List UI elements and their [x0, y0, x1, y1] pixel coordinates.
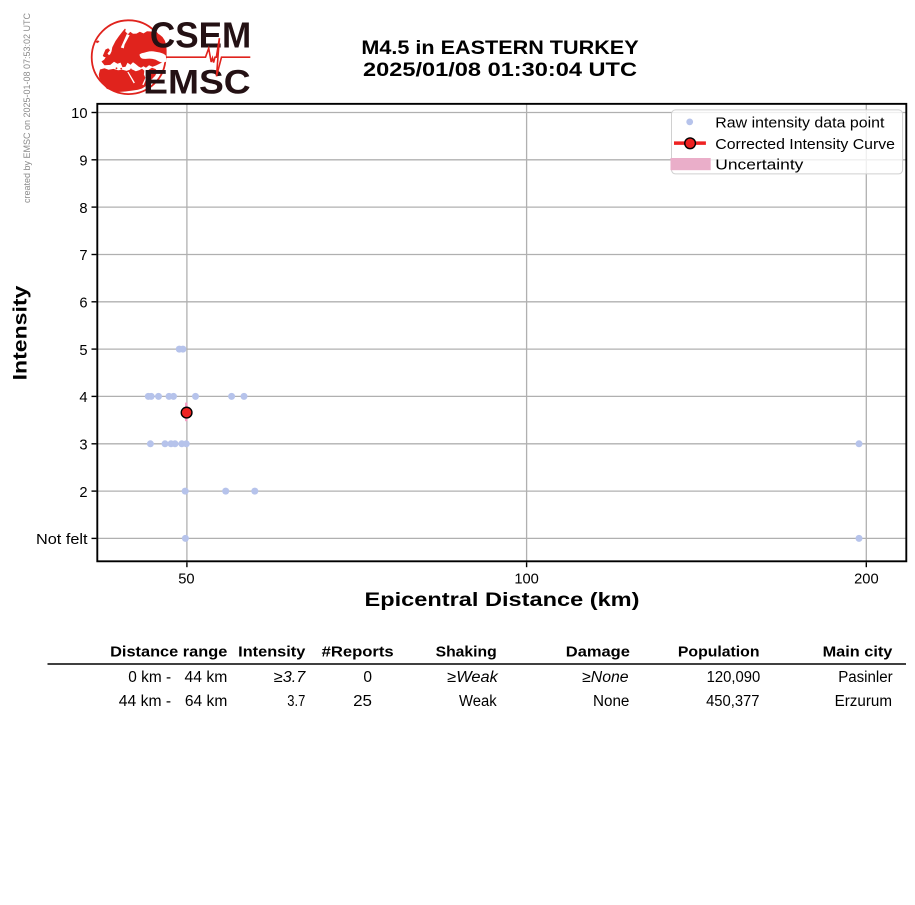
- svg-text:Main city: Main city: [823, 644, 894, 660]
- svg-text:10: 10: [71, 106, 87, 122]
- svg-text:64 km: 64 km: [185, 693, 227, 710]
- svg-text:Corrected Intensity Curve: Corrected Intensity Curve: [715, 136, 895, 153]
- svg-text:CSEM: CSEM: [150, 14, 251, 55]
- svg-text:50: 50: [178, 571, 194, 587]
- svg-text:Shaking: Shaking: [436, 644, 497, 660]
- svg-text:9: 9: [79, 154, 87, 170]
- svg-text:44 km -: 44 km -: [119, 693, 171, 710]
- svg-text:Population: Population: [678, 644, 760, 660]
- svg-text:3.7: 3.7: [287, 693, 305, 710]
- svg-text:Distance range: Distance range: [110, 644, 227, 660]
- svg-text:6: 6: [79, 296, 87, 312]
- svg-text:25: 25: [353, 693, 372, 710]
- svg-text:5: 5: [79, 343, 87, 359]
- svg-text:Intensity: Intensity: [11, 285, 32, 380]
- svg-text:0: 0: [363, 669, 372, 686]
- svg-text:200: 200: [854, 571, 879, 587]
- svg-text:2025/01/08 01:30:04 UTC: 2025/01/08 01:30:04 UTC: [363, 60, 637, 81]
- svg-text:4: 4: [79, 390, 87, 406]
- svg-text:≥None: ≥None: [582, 669, 629, 686]
- svg-text:Intensity: Intensity: [238, 644, 306, 660]
- svg-text:44 km: 44 km: [185, 669, 228, 686]
- svg-text:Pasinler: Pasinler: [838, 669, 893, 686]
- svg-text:Damage: Damage: [566, 644, 630, 660]
- svg-text:Erzurum: Erzurum: [835, 693, 892, 710]
- svg-text:EMSC: EMSC: [143, 64, 250, 102]
- svg-text:Weak: Weak: [459, 693, 497, 710]
- svg-text:Raw intensity data point: Raw intensity data point: [715, 115, 885, 132]
- svg-text:#Reports: #Reports: [322, 644, 394, 660]
- svg-text:7: 7: [79, 248, 87, 264]
- svg-text:created by EMSC on 2025-01-08: created by EMSC on 2025-01-08 07:53:02 U…: [22, 13, 33, 203]
- svg-text:Uncertainty: Uncertainty: [715, 156, 804, 173]
- svg-text:M4.5 in EASTERN TURKEY: M4.5 in EASTERN TURKEY: [361, 38, 639, 59]
- svg-text:8: 8: [79, 201, 87, 217]
- svg-text:Not felt: Not felt: [36, 532, 88, 548]
- svg-text:100: 100: [514, 571, 539, 587]
- svg-text:0 km -: 0 km -: [128, 669, 171, 686]
- svg-text:2: 2: [79, 485, 87, 501]
- svg-text:≥Weak: ≥Weak: [447, 669, 499, 686]
- svg-text:450,377: 450,377: [706, 693, 759, 710]
- svg-text:≥3.7: ≥3.7: [274, 669, 307, 686]
- svg-text:3: 3: [79, 438, 87, 454]
- svg-text:120,090: 120,090: [707, 669, 761, 686]
- svg-text:None: None: [593, 693, 629, 710]
- svg-text:Epicentral Distance (km): Epicentral Distance (km): [365, 590, 640, 611]
